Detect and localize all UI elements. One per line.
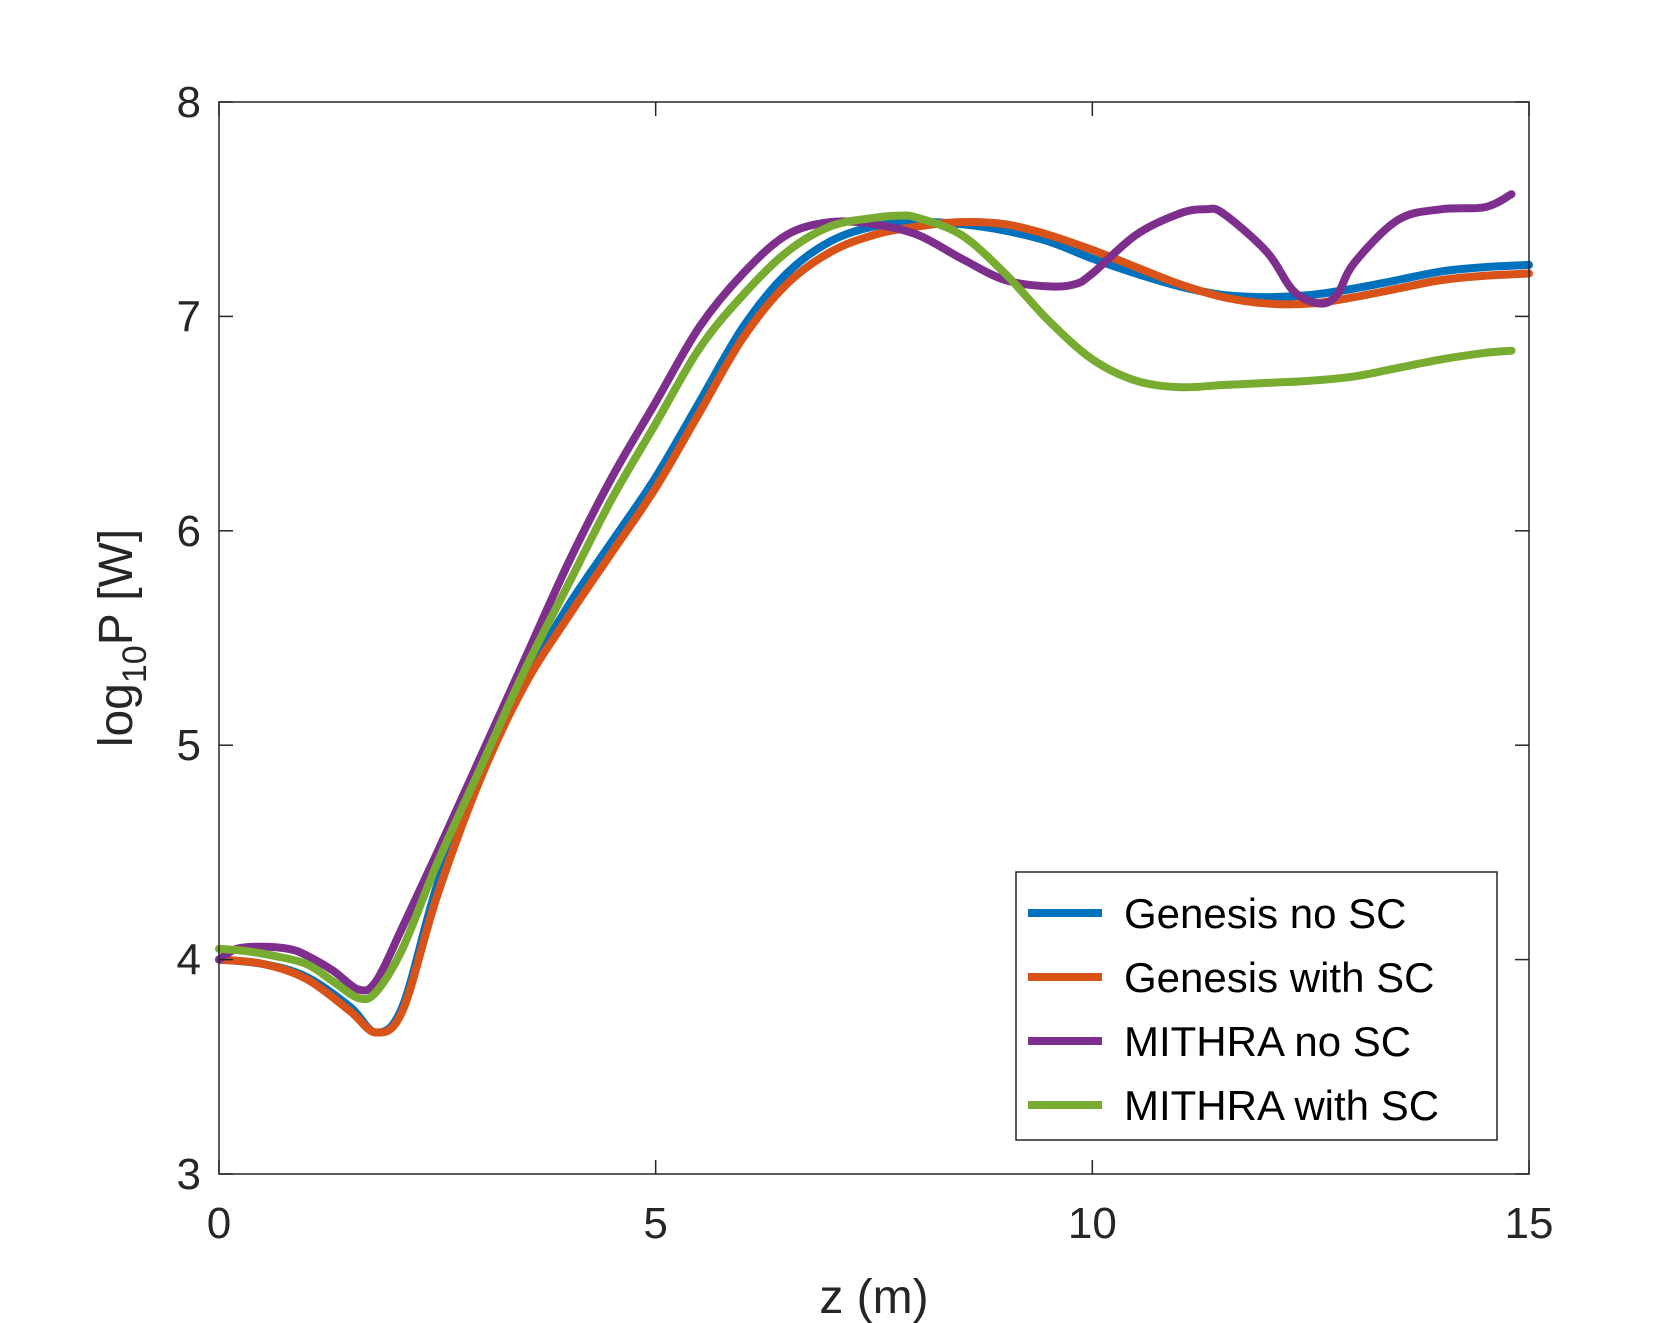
x-axis-label: z (m) xyxy=(819,1271,928,1323)
y-axis-label: log10P [W] xyxy=(90,529,154,747)
plot-area xyxy=(218,101,1530,1175)
legend: Genesis no SC Genesis with SC MITHRA no SC… xyxy=(1015,871,1498,1141)
y-tick-label: 8 xyxy=(177,78,201,127)
y-tick-label: 7 xyxy=(177,292,201,341)
y-axis-label-prefix: log xyxy=(90,683,143,747)
series-line-mithra-with-sc xyxy=(215,211,1516,1004)
legend-label-genesis-no-sc: Genesis no SC xyxy=(1124,890,1406,937)
legend-label-genesis-with-sc: Genesis with SC xyxy=(1124,954,1434,1001)
y-tick-label: 6 xyxy=(177,507,201,556)
series-line-genesis-with-sc xyxy=(215,217,1533,1037)
y-tick-label: 4 xyxy=(177,936,201,985)
y-axis-label-subscript: 10 xyxy=(116,645,154,683)
series-line-mithra-no-sc xyxy=(215,190,1516,995)
y-tick-label: 3 xyxy=(177,1150,201,1199)
x-tick-label: 15 xyxy=(1505,1199,1554,1248)
x-tick-label: 10 xyxy=(1068,1199,1117,1248)
legend-label-mithra-no-sc: MITHRA no SC xyxy=(1124,1018,1411,1065)
y-axis-label-suffix: P [W] xyxy=(90,529,143,645)
legend-label-mithra-with-sc: MITHRA with SC xyxy=(1124,1082,1439,1129)
x-tick-label: 0 xyxy=(207,1199,231,1248)
y-tick-label: 5 xyxy=(177,721,201,770)
x-tick-label: 5 xyxy=(643,1199,667,1248)
